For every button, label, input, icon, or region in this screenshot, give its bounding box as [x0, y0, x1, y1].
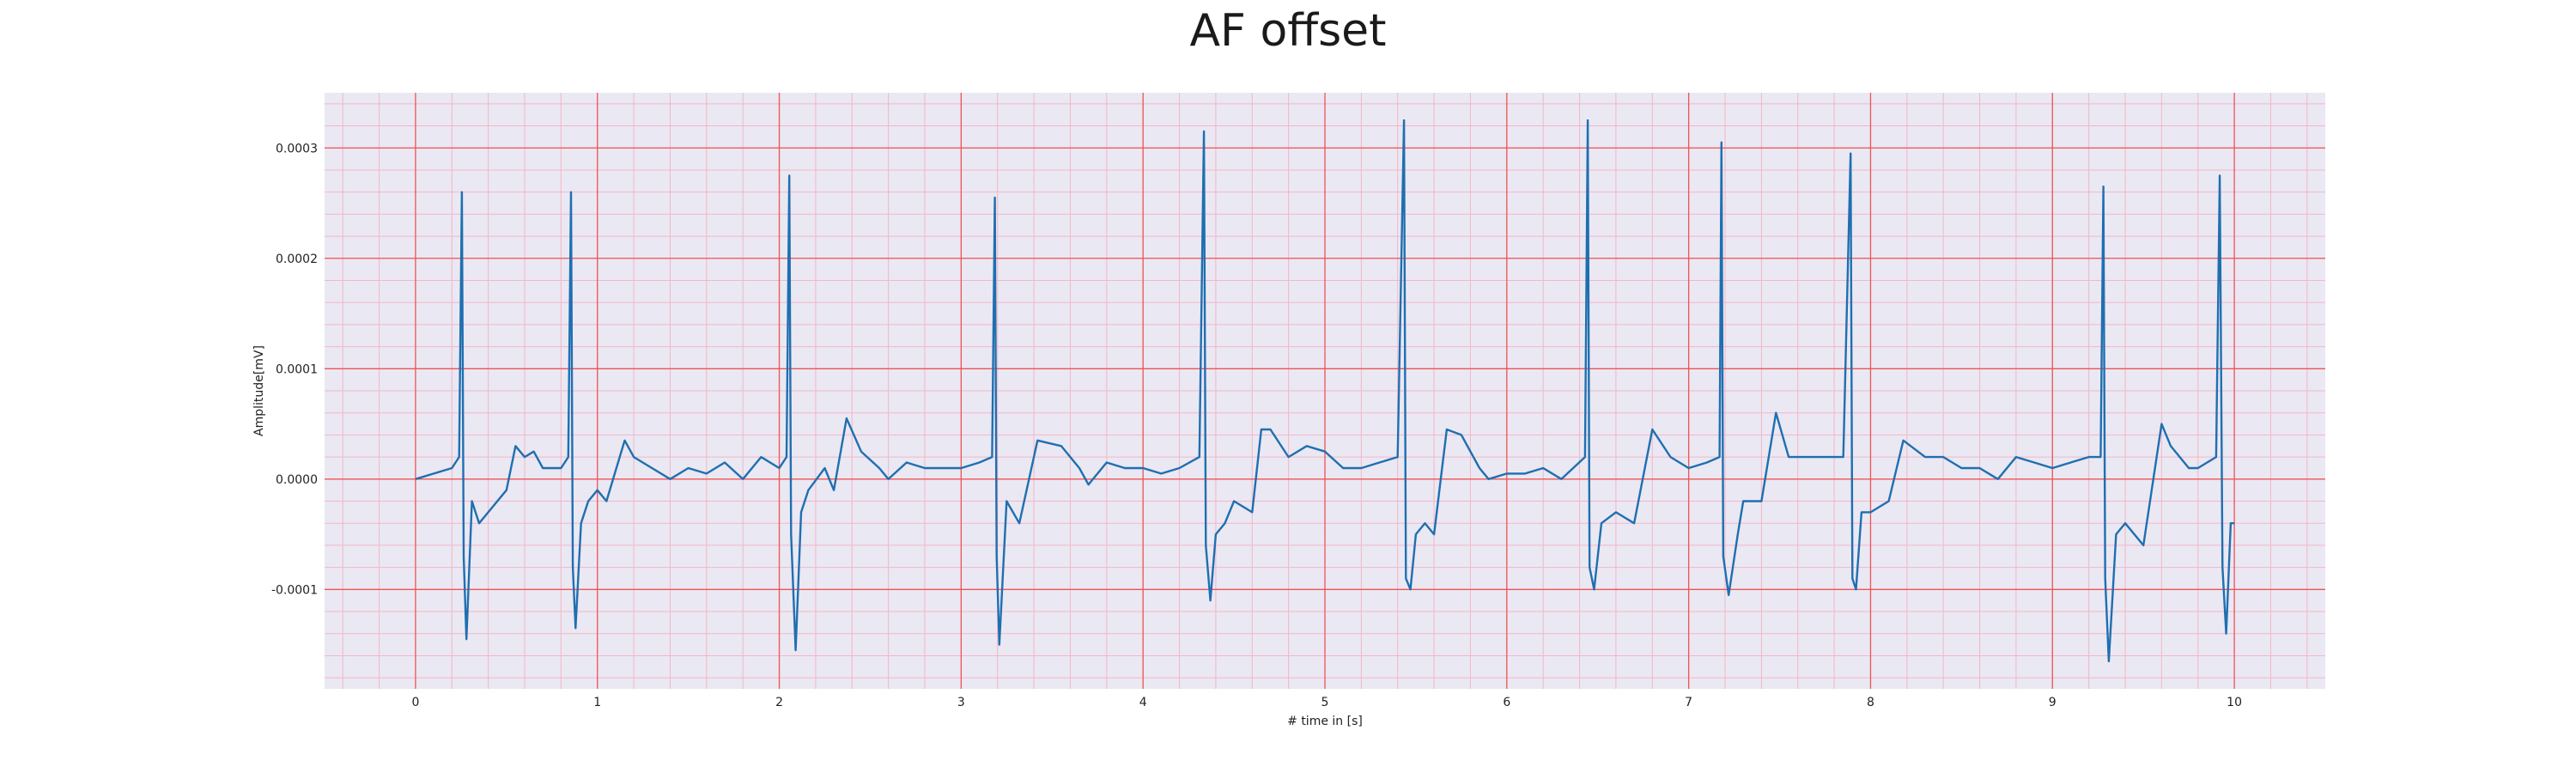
x-axis-label: # time in [s] — [1287, 715, 1363, 728]
x-axis: 0 1 2 3 4 5 6 7 8 9 10 — [411, 696, 2242, 709]
x-tick-label: 10 — [2227, 696, 2242, 709]
ecg-series-line — [415, 119, 2235, 663]
y-tick-label: 0.0003 — [276, 142, 318, 155]
x-tick-label: 6 — [1503, 696, 1510, 709]
y-tick-label: -0.0001 — [271, 583, 318, 597]
chart-title: AF offset — [1189, 5, 1387, 57]
x-tick-label: 1 — [593, 696, 601, 709]
x-tick-label: 4 — [1139, 696, 1147, 709]
x-tick-label: 8 — [1867, 696, 1874, 709]
x-tick-label: 0 — [411, 696, 419, 709]
x-tick-label: 7 — [1685, 696, 1692, 709]
y-tick-label: 0.0000 — [276, 473, 318, 487]
major-grid — [325, 93, 2325, 689]
x-tick-label: 9 — [2049, 696, 2057, 709]
y-tick-label: 0.0001 — [276, 362, 318, 376]
y-axis: -0.0001 0.0000 0.0001 0.0002 0.0003 — [271, 142, 318, 597]
x-tick-label: 5 — [1321, 696, 1329, 709]
y-axis-label: Amplitude[mV] — [252, 345, 266, 436]
y-tick-label: 0.0002 — [276, 253, 318, 266]
x-tick-label: 2 — [775, 696, 783, 709]
x-tick-label: 3 — [957, 696, 965, 709]
